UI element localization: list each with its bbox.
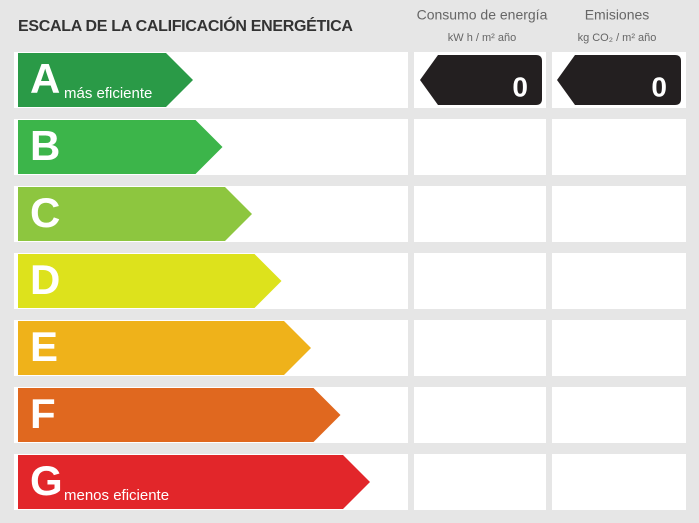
rating-letter: F xyxy=(30,390,56,437)
emissions-cell xyxy=(552,387,686,443)
emissions-cell xyxy=(552,186,686,242)
consumption-cell xyxy=(414,119,546,175)
emissions-cell xyxy=(552,119,686,175)
consumption-cell xyxy=(414,186,546,242)
consumption-cell xyxy=(414,320,546,376)
rating-letter: C xyxy=(30,189,60,236)
rating-letter: D xyxy=(30,256,60,303)
emissions-value: 0 xyxy=(651,71,667,102)
rating-note: más eficiente xyxy=(64,85,152,102)
emissions-cell xyxy=(552,320,686,376)
rating-arrow xyxy=(18,388,341,442)
rating-letter: E xyxy=(30,323,58,370)
consumption-cell xyxy=(414,253,546,309)
rating-letter: B xyxy=(30,122,60,169)
consumption-header: Consumo de energía xyxy=(417,7,548,23)
consumption-cell xyxy=(414,454,546,510)
emissions-badge xyxy=(557,55,681,105)
rating-arrow xyxy=(18,187,252,241)
rating-arrow xyxy=(18,120,223,174)
emissions-cell xyxy=(552,253,686,309)
rating-note: menos eficiente xyxy=(64,487,169,504)
emissions-unit: kg CO₂ / m² año xyxy=(578,32,657,44)
rating-letter: G xyxy=(30,457,63,504)
rating-letter: A xyxy=(30,55,60,102)
rating-arrow xyxy=(18,321,311,375)
consumption-value: 0 xyxy=(512,71,528,102)
rating-arrow xyxy=(18,455,370,509)
consumption-badge xyxy=(420,55,542,105)
title: ESCALA DE LA CALIFICACIÓN ENERGÉTICA xyxy=(18,16,353,35)
emissions-cell xyxy=(552,454,686,510)
emissions-header: Emisiones xyxy=(585,7,650,23)
consumption-cell xyxy=(414,387,546,443)
consumption-unit: kW h / m² año xyxy=(448,32,516,44)
rating-arrow xyxy=(18,254,282,308)
rating-arrow xyxy=(18,53,193,107)
